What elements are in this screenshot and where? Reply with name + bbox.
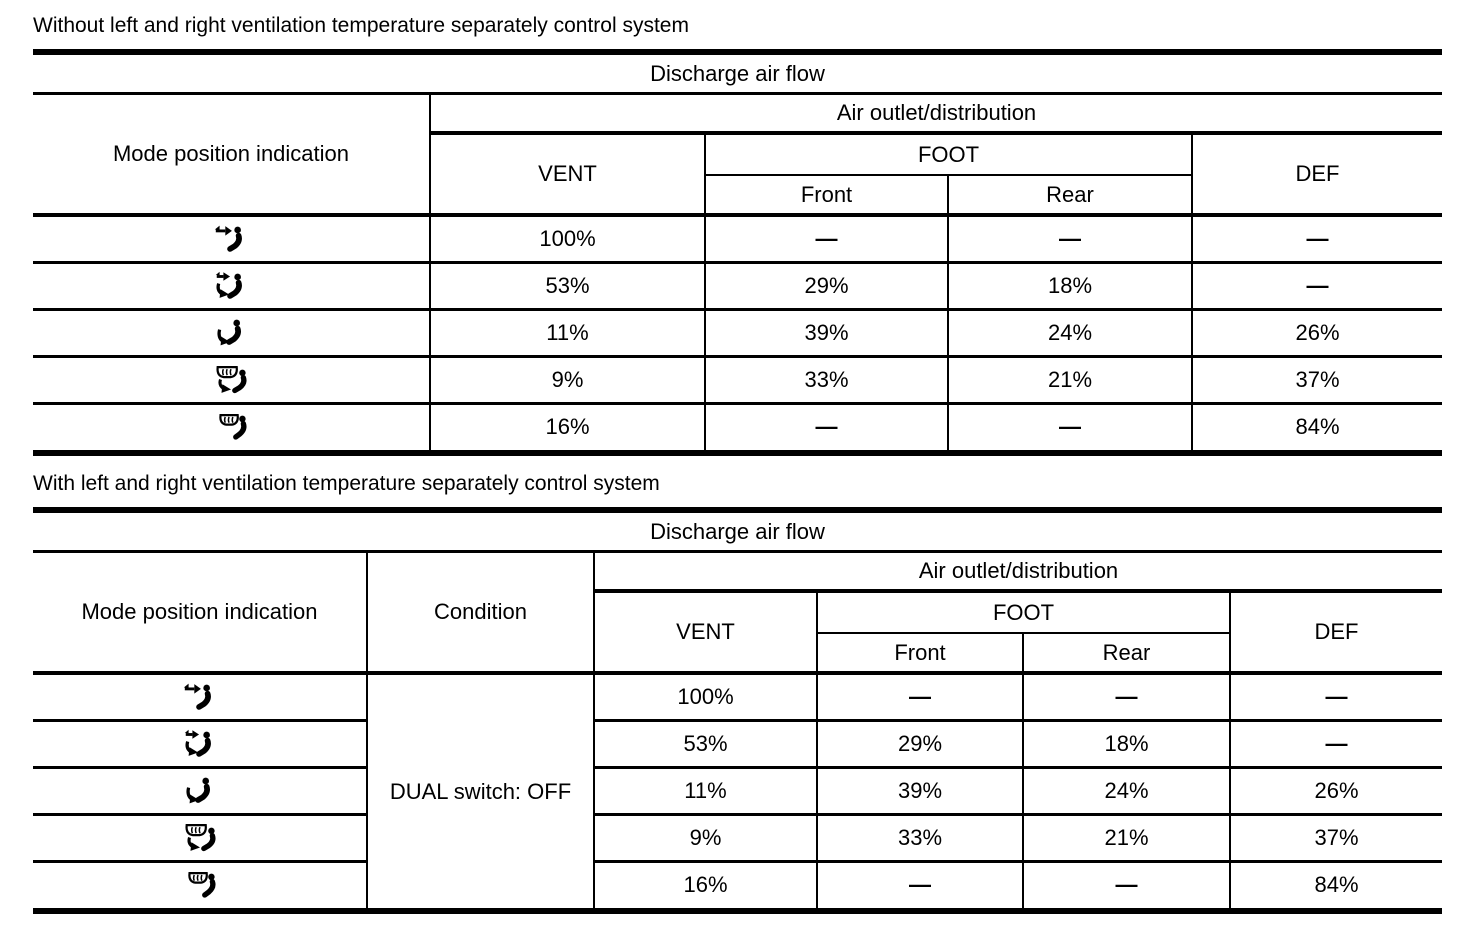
def-value: — — [1190, 262, 1443, 311]
foot-rear-value: 21% — [947, 356, 1192, 405]
header-def: DEF — [1190, 133, 1443, 217]
table-row: DUAL switch: OFF 100% — — — — [33, 673, 1443, 908]
condition-value: DUAL switch: OFF — [366, 673, 594, 908]
defrost-mode-icon — [33, 403, 430, 450]
foot-rear-value: — — [947, 403, 1192, 450]
bilevel-mode-icon — [33, 262, 430, 311]
table2-grid: Mode position indication Condition Air o… — [33, 553, 1443, 908]
foot-front-value: 33% — [704, 356, 948, 405]
def-value: 26% — [1228, 767, 1443, 816]
vent-value: 53% — [429, 262, 705, 311]
table-row: 11% 39% 24% 26% — [33, 309, 1443, 358]
table1-banner: Discharge air flow — [33, 55, 1442, 95]
table-row: 53% 29% 18% — — [33, 720, 1443, 769]
vent-value: 16% — [429, 403, 705, 450]
header-def: DEF — [1228, 591, 1443, 675]
defrost-foot-mode-icon — [33, 356, 430, 405]
document-page: Without left and right ventilation tempe… — [33, 14, 1443, 914]
vent-value: 100% — [593, 673, 817, 722]
foot-rear-value: — — [947, 215, 1192, 264]
def-value: 26% — [1190, 309, 1443, 358]
foot-front-value: 33% — [816, 814, 1023, 863]
header-vent: VENT — [593, 591, 817, 675]
bilevel-mode-icon — [33, 720, 367, 769]
vent-value: 53% — [593, 720, 817, 769]
vent-value: 9% — [429, 356, 705, 405]
def-value: — — [1190, 215, 1443, 264]
header-foot-rear: Rear — [1022, 633, 1230, 675]
table-row: 16% — — 84% — [33, 861, 1443, 908]
table2-title: With left and right ventilation temperat… — [33, 472, 660, 495]
table1-grid: Mode position indication Air outlet/dist… — [33, 95, 1443, 450]
foot-rear-value: 24% — [1022, 767, 1230, 816]
def-value: — — [1228, 720, 1443, 769]
defrost-foot-mode-icon — [33, 814, 367, 863]
def-value: 37% — [1228, 814, 1443, 863]
table-row: 9% 33% 21% 37% — [33, 356, 1443, 405]
def-value: — — [1228, 673, 1443, 722]
header-foot: FOOT — [704, 133, 1192, 176]
def-value: 37% — [1190, 356, 1443, 405]
header-vent: VENT — [429, 133, 705, 217]
foot-front-value: — — [816, 673, 1023, 722]
foot-front-value: — — [704, 215, 948, 264]
header-air-outlet: Air outlet/distribution — [428, 95, 1443, 135]
vent-value: 100% — [429, 215, 705, 264]
table2-banner: Discharge air flow — [33, 513, 1442, 553]
vent-value: 11% — [593, 767, 817, 816]
foot-front-value: 39% — [704, 309, 948, 358]
def-value: 84% — [1190, 403, 1443, 450]
foot-rear-value: — — [1022, 673, 1230, 722]
header-condition: Condition — [366, 553, 594, 675]
foot-front-value: 29% — [816, 720, 1023, 769]
vent-mode-icon — [33, 673, 367, 722]
vent-value: 9% — [593, 814, 817, 863]
table2: Discharge air flow Mode position indicat… — [33, 507, 1443, 914]
defrost-mode-icon — [33, 861, 367, 908]
header-foot-front: Front — [816, 633, 1023, 675]
foot-rear-value: 24% — [947, 309, 1192, 358]
foot-front-value: — — [816, 861, 1023, 908]
foot-front-value: — — [704, 403, 948, 450]
header-foot: FOOT — [816, 591, 1230, 634]
foot-mode-icon — [33, 309, 430, 358]
table-row: 9% 33% 21% 37% — [33, 814, 1443, 863]
header-foot-rear: Rear — [947, 175, 1192, 217]
table-row: 100% — — — — [33, 215, 1443, 264]
foot-front-value: 29% — [704, 262, 948, 311]
table-row: 16% — — 84% — [33, 403, 1443, 450]
foot-rear-value: 18% — [1022, 720, 1230, 769]
table-row: 53% 29% 18% — — [33, 262, 1443, 311]
def-value: 84% — [1228, 861, 1443, 908]
vent-value: 11% — [429, 309, 705, 358]
header-foot-front: Front — [704, 175, 948, 217]
foot-mode-icon — [33, 767, 367, 816]
header-mode-position: Mode position indication — [33, 553, 367, 675]
foot-rear-value: 21% — [1022, 814, 1230, 863]
foot-front-value: 39% — [816, 767, 1023, 816]
table-row: 11% 39% 24% 26% — [33, 767, 1443, 816]
vent-value: 16% — [593, 861, 817, 908]
header-mode-position: Mode position indication — [33, 95, 430, 217]
foot-rear-value: 18% — [947, 262, 1192, 311]
table1-title: Without left and right ventilation tempe… — [33, 14, 689, 37]
table1: Discharge air flow Mode position indicat… — [33, 49, 1443, 456]
header-air-outlet: Air outlet/distribution — [592, 553, 1443, 593]
vent-mode-icon — [33, 215, 430, 264]
foot-rear-value: — — [1022, 861, 1230, 908]
